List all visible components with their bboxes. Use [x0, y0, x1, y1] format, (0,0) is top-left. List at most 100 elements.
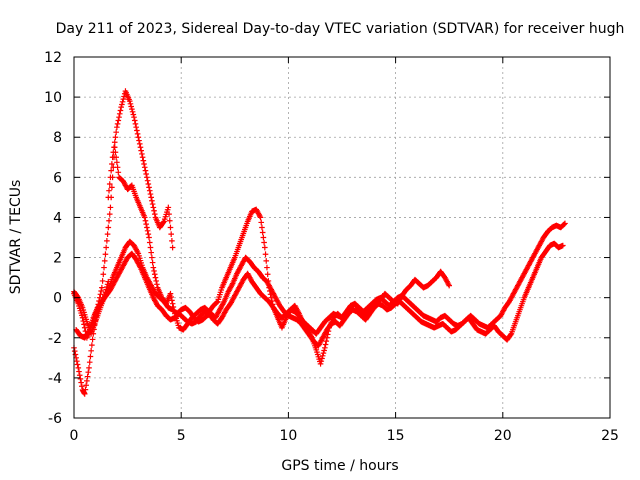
y-tick-label: 10	[44, 90, 62, 106]
data-point	[264, 264, 270, 271]
data-point	[144, 224, 150, 231]
data-point	[142, 167, 149, 174]
data-point	[151, 211, 158, 217]
data-point	[104, 281, 111, 288]
data-point	[148, 249, 154, 256]
data-point	[151, 268, 157, 274]
data-point	[89, 342, 95, 348]
data-point	[71, 348, 78, 354]
data-point	[84, 378, 90, 384]
y-tick-label: -4	[48, 371, 62, 387]
y-axis-label: SDTVAR / TECUs	[8, 180, 24, 295]
data-point	[128, 103, 134, 110]
data-point	[144, 177, 151, 184]
data-point	[259, 224, 265, 231]
data-point	[77, 376, 84, 382]
data-point	[111, 144, 117, 151]
data-point	[169, 300, 176, 307]
data-point	[150, 204, 157, 211]
data-point	[115, 169, 122, 176]
data-point	[262, 251, 269, 258]
data-point	[115, 117, 122, 124]
data-point	[259, 229, 266, 236]
data-point	[102, 289, 109, 296]
data-point	[167, 290, 174, 297]
data-point	[113, 129, 119, 136]
data-point	[116, 114, 122, 120]
data-point	[169, 297, 175, 304]
data-point	[151, 207, 157, 214]
data-point	[85, 369, 92, 376]
data-point	[319, 353, 326, 359]
data-point	[103, 286, 109, 293]
data-point	[169, 244, 176, 251]
data-point	[81, 321, 87, 328]
data-point	[134, 131, 141, 137]
data-point	[105, 278, 112, 285]
data-point	[562, 220, 568, 227]
data-point	[149, 201, 156, 207]
data-point	[98, 288, 104, 294]
data-point	[80, 318, 87, 324]
data-point	[129, 106, 135, 112]
data-point	[160, 219, 167, 226]
data-point	[132, 121, 139, 127]
data-point	[105, 194, 112, 201]
data-point	[166, 217, 173, 224]
data-point	[144, 228, 151, 234]
data-point	[109, 161, 115, 167]
data-point	[149, 254, 155, 261]
data-point	[141, 161, 147, 167]
data-point	[136, 141, 143, 147]
data-point	[214, 299, 220, 306]
data-point	[109, 154, 116, 161]
data-point	[257, 214, 264, 221]
data-point	[133, 124, 139, 130]
data-point	[97, 291, 104, 298]
chart-title: Day 211 of 2023, Sidereal Day-to-day VTE…	[56, 21, 625, 37]
data-point	[446, 282, 452, 289]
data-point	[110, 149, 117, 156]
data-point	[140, 157, 147, 164]
data-point	[106, 187, 112, 194]
x-tick-label: 0	[70, 428, 79, 444]
data-point	[152, 274, 159, 281]
data-point	[100, 271, 107, 278]
data-point	[105, 224, 112, 231]
data-point	[112, 134, 119, 141]
data-point	[119, 101, 125, 108]
data-point	[149, 259, 156, 266]
y-tick-label: 4	[53, 210, 62, 226]
data-point	[102, 251, 109, 258]
data-point	[165, 204, 172, 211]
y-tick-label: -6	[48, 411, 62, 427]
data-point	[127, 100, 134, 107]
x-tick-label: 5	[177, 428, 186, 444]
data-point	[138, 147, 144, 154]
data-point	[117, 107, 124, 114]
data-point	[79, 383, 85, 390]
data-point	[561, 221, 568, 227]
data-point	[104, 284, 110, 290]
data-point	[136, 137, 142, 144]
data-point	[75, 365, 82, 371]
data-point	[322, 345, 328, 351]
data-point	[87, 353, 94, 360]
data-point	[317, 361, 324, 367]
data-point	[104, 238, 110, 244]
data-point	[318, 358, 325, 364]
data-point	[88, 348, 94, 354]
data-point	[150, 264, 157, 271]
data-point	[103, 244, 109, 251]
data-point	[263, 258, 270, 264]
data-point	[149, 197, 155, 204]
data-point	[101, 258, 108, 264]
data-point	[151, 271, 158, 278]
data-point	[260, 234, 267, 241]
data-point	[107, 204, 114, 211]
data-point	[323, 338, 330, 344]
marks-layer	[71, 88, 568, 397]
data-point	[114, 164, 121, 171]
data-point	[137, 144, 144, 151]
